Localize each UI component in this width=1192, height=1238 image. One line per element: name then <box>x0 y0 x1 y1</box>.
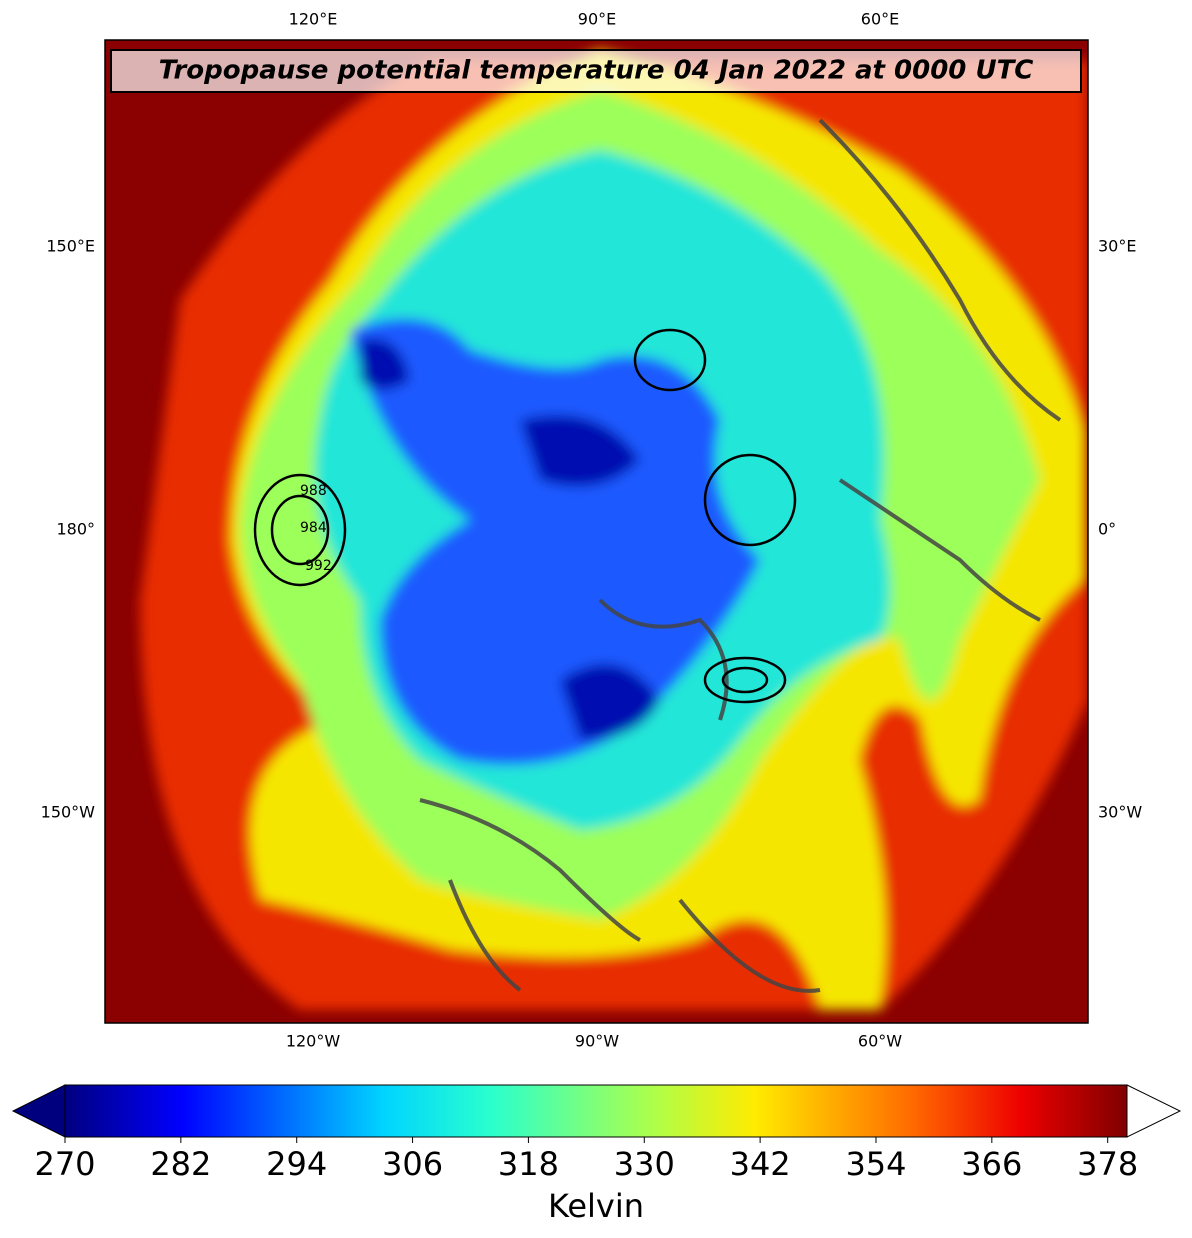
contour-label: 988 <box>300 483 327 499</box>
colorbar-tick-label: 318 <box>498 1145 559 1183</box>
colorbar-tick-label: 330 <box>614 1145 675 1183</box>
colorbar-tick-label: 354 <box>845 1145 906 1183</box>
colorbar-tick-label: 282 <box>150 1145 211 1183</box>
colorbar-label: Kelvin <box>548 1187 644 1225</box>
colorbar-extend-low <box>11 1084 66 1138</box>
contour-label: 984 <box>300 520 327 536</box>
lon-label: 150°W <box>41 803 96 822</box>
lon-label: 180° <box>56 520 95 539</box>
lon-label: 60°W <box>858 1032 902 1051</box>
colorbar-tick-label: 306 <box>382 1145 443 1183</box>
colorbar-tick-label: 366 <box>961 1145 1022 1183</box>
lon-label: 90°E <box>578 10 616 29</box>
lon-label: 120°W <box>286 1032 341 1051</box>
lon-label: 30°W <box>1098 803 1142 822</box>
contour-label: 992 <box>305 558 332 574</box>
lon-label: 30°E <box>1098 237 1136 256</box>
colorbar-extend-high <box>1126 1084 1182 1138</box>
colorbar-tick-label: 270 <box>34 1145 95 1183</box>
map-field <box>105 40 1088 1023</box>
colorbar-tick-label: 342 <box>730 1145 791 1183</box>
lon-label: 150°E <box>46 237 95 256</box>
lon-label: 60°E <box>861 10 899 29</box>
map-title: Tropopause potential temperature 04 Jan … <box>159 56 1034 86</box>
colorbar <box>64 1084 1128 1138</box>
map-frame <box>104 39 1089 1024</box>
lon-label: 90°W <box>575 1032 619 1051</box>
title-box <box>110 49 1082 93</box>
lon-label: 0° <box>1098 520 1116 539</box>
colorbar-tick-label: 294 <box>266 1145 327 1183</box>
lon-label: 120°E <box>289 10 338 29</box>
colorbar-tick-label: 378 <box>1077 1145 1138 1183</box>
